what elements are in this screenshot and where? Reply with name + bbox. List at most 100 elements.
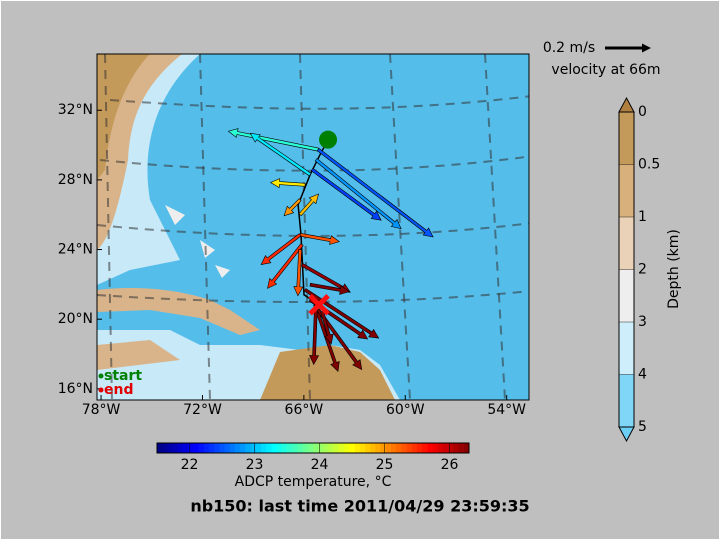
temperature-label: ADCP temperature, °C (235, 474, 392, 490)
velocity-arrow (293, 249, 304, 297)
temperature-colorbar-cell (391, 443, 397, 453)
temperature-colorbar-cell (219, 443, 226, 453)
depth-tick-label: 4 (638, 367, 647, 383)
legend-start: start (104, 368, 142, 384)
velocity-arrow (309, 282, 350, 295)
velocity-arrow (309, 304, 320, 366)
depth-tick-label: 5 (638, 419, 647, 435)
vectors (227, 128, 434, 373)
velocity-arrow (316, 147, 434, 238)
temperature-tick-label: 24 (311, 457, 329, 473)
temperature-colorbar-cell (359, 443, 366, 453)
temperature-colorbar-cell (437, 443, 444, 453)
islands (165, 205, 230, 278)
temperature-colorbar-cell (193, 443, 200, 453)
temperature-colorbar-cell (240, 443, 246, 453)
temperature-colorbar-cell (209, 443, 215, 453)
graticule (97, 222, 529, 237)
graticule (109, 95, 529, 110)
velocity-arrow (269, 178, 306, 189)
temperature-colorbar-cell (266, 443, 272, 453)
graticule (299, 54, 311, 400)
velocity-arrow (298, 193, 320, 217)
depth-colorbar-cell (619, 374, 634, 428)
temperature-colorbar-cell (214, 443, 220, 453)
temperature-colorbar-cell (250, 443, 257, 453)
temperature-colorbar-cell (432, 443, 439, 453)
temperature-colorbar-cell (448, 443, 454, 453)
velocity-arrow (227, 128, 319, 152)
depth-tick-label: 3 (638, 314, 647, 330)
land (97, 288, 260, 335)
velocity-arrow (320, 310, 334, 345)
temperature-colorbar-cell (307, 443, 314, 453)
velocity-arrow (310, 167, 382, 221)
temperature-colorbar-cell (198, 443, 205, 453)
temperature-colorbar-cell (255, 443, 262, 453)
temperature-colorbar-cell (224, 443, 231, 453)
start-marker (319, 130, 338, 149)
temperature-colorbar-cell (323, 443, 330, 453)
land (97, 54, 150, 180)
temperature-colorbar-cell (458, 443, 465, 453)
legend-start-dot (98, 373, 104, 379)
temperature-tick-label: 23 (246, 457, 264, 473)
temperature-colorbar-cell (292, 443, 298, 453)
temperature-colorbar-cell (463, 443, 470, 453)
temperature-colorbar-cell (188, 443, 194, 453)
velocity-arrow (249, 132, 312, 177)
graticule (99, 155, 529, 172)
temperature-colorbar-cell (365, 443, 371, 453)
depth-tick-label: 1 (638, 209, 647, 225)
temperature-colorbar-cell (302, 443, 309, 453)
x-tick-label: 72°W (183, 402, 222, 418)
depth-colorbar-frame (618, 111, 635, 428)
temperature-colorbar-cell (167, 443, 174, 453)
graticule (104, 54, 113, 400)
temperature-tick-label: 25 (376, 457, 394, 473)
temperature-colorbar-cell (349, 443, 356, 453)
depth-tick-label: 2 (638, 262, 647, 278)
temperature-colorbar-cell (235, 443, 241, 453)
depth-colorbar-cell (619, 322, 634, 375)
scale-caption: velocity at 66m (551, 62, 660, 78)
y-tick-label: 16°N (58, 381, 93, 397)
scale-label: 0.2 m/s (543, 40, 595, 56)
depth-colorbar-cell (619, 164, 634, 218)
temperature-colorbar-cell (183, 443, 189, 453)
temperature-colorbar-cell (328, 443, 335, 453)
temperature-colorbar-cell (396, 443, 402, 453)
graticule (484, 54, 506, 400)
track (297, 139, 329, 306)
scale-arrow (605, 43, 651, 53)
depth-tick-label: 0 (638, 104, 647, 120)
temperature-colorbar-cell (318, 443, 324, 453)
depth-colorbar-cell (619, 269, 634, 323)
temperature-tick-label: 26 (441, 457, 459, 473)
velocity-arrow (299, 232, 340, 245)
depth-colorbar-cell (619, 112, 634, 165)
temperature-colorbar-cell (411, 443, 418, 453)
velocity-arrow (283, 198, 302, 217)
temperature-colorbar-cell (281, 443, 288, 453)
temperature-colorbar-cell (313, 443, 319, 453)
temperature-colorbar-cell (422, 443, 428, 453)
temperature-colorbar-cell (354, 443, 361, 453)
temperature-colorbar-cell (401, 443, 408, 453)
x-tick-label: 60°W (386, 402, 425, 418)
legend-end-dot (98, 387, 104, 393)
temperature-colorbar-cell (406, 443, 413, 453)
temperature-colorbar-cell (261, 443, 267, 453)
temperature-colorbar-cell (177, 443, 184, 453)
x-tick-label: 54°W (487, 402, 526, 418)
temperature-colorbar-cell (276, 443, 283, 453)
temperature-colorbar-cell (380, 443, 387, 453)
temperature-colorbar-cell (339, 443, 345, 453)
legend-end: end (104, 382, 133, 398)
end-marker (308, 293, 330, 316)
overlay: 78°W 72°W 66°W 60°W 54°W 16°N 20°N 24°N 28°N 32°N… (58, 43, 660, 473)
temperature-colorbar-cell (271, 443, 278, 453)
velocity-arrow (314, 158, 402, 230)
y-tick-label: 20°N (58, 311, 93, 327)
map-frame (96, 53, 530, 401)
